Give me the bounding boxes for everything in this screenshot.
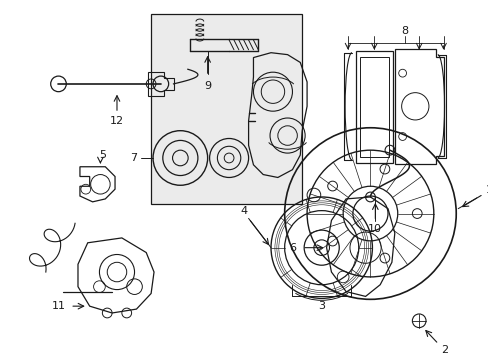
Text: 9: 9 <box>203 81 211 91</box>
Bar <box>359 57 388 157</box>
Text: 12: 12 <box>110 116 124 126</box>
Text: 10: 10 <box>367 224 382 234</box>
Text: 2: 2 <box>440 345 447 355</box>
Bar <box>151 14 302 204</box>
Text: 11: 11 <box>51 301 65 311</box>
Text: 7: 7 <box>130 153 137 163</box>
Text: 3: 3 <box>318 301 325 311</box>
Bar <box>355 51 392 163</box>
Text: 6: 6 <box>288 243 295 253</box>
Text: 4: 4 <box>240 206 247 216</box>
Text: 8: 8 <box>400 26 407 36</box>
Text: 1: 1 <box>485 185 488 195</box>
Text: 5: 5 <box>99 150 105 160</box>
